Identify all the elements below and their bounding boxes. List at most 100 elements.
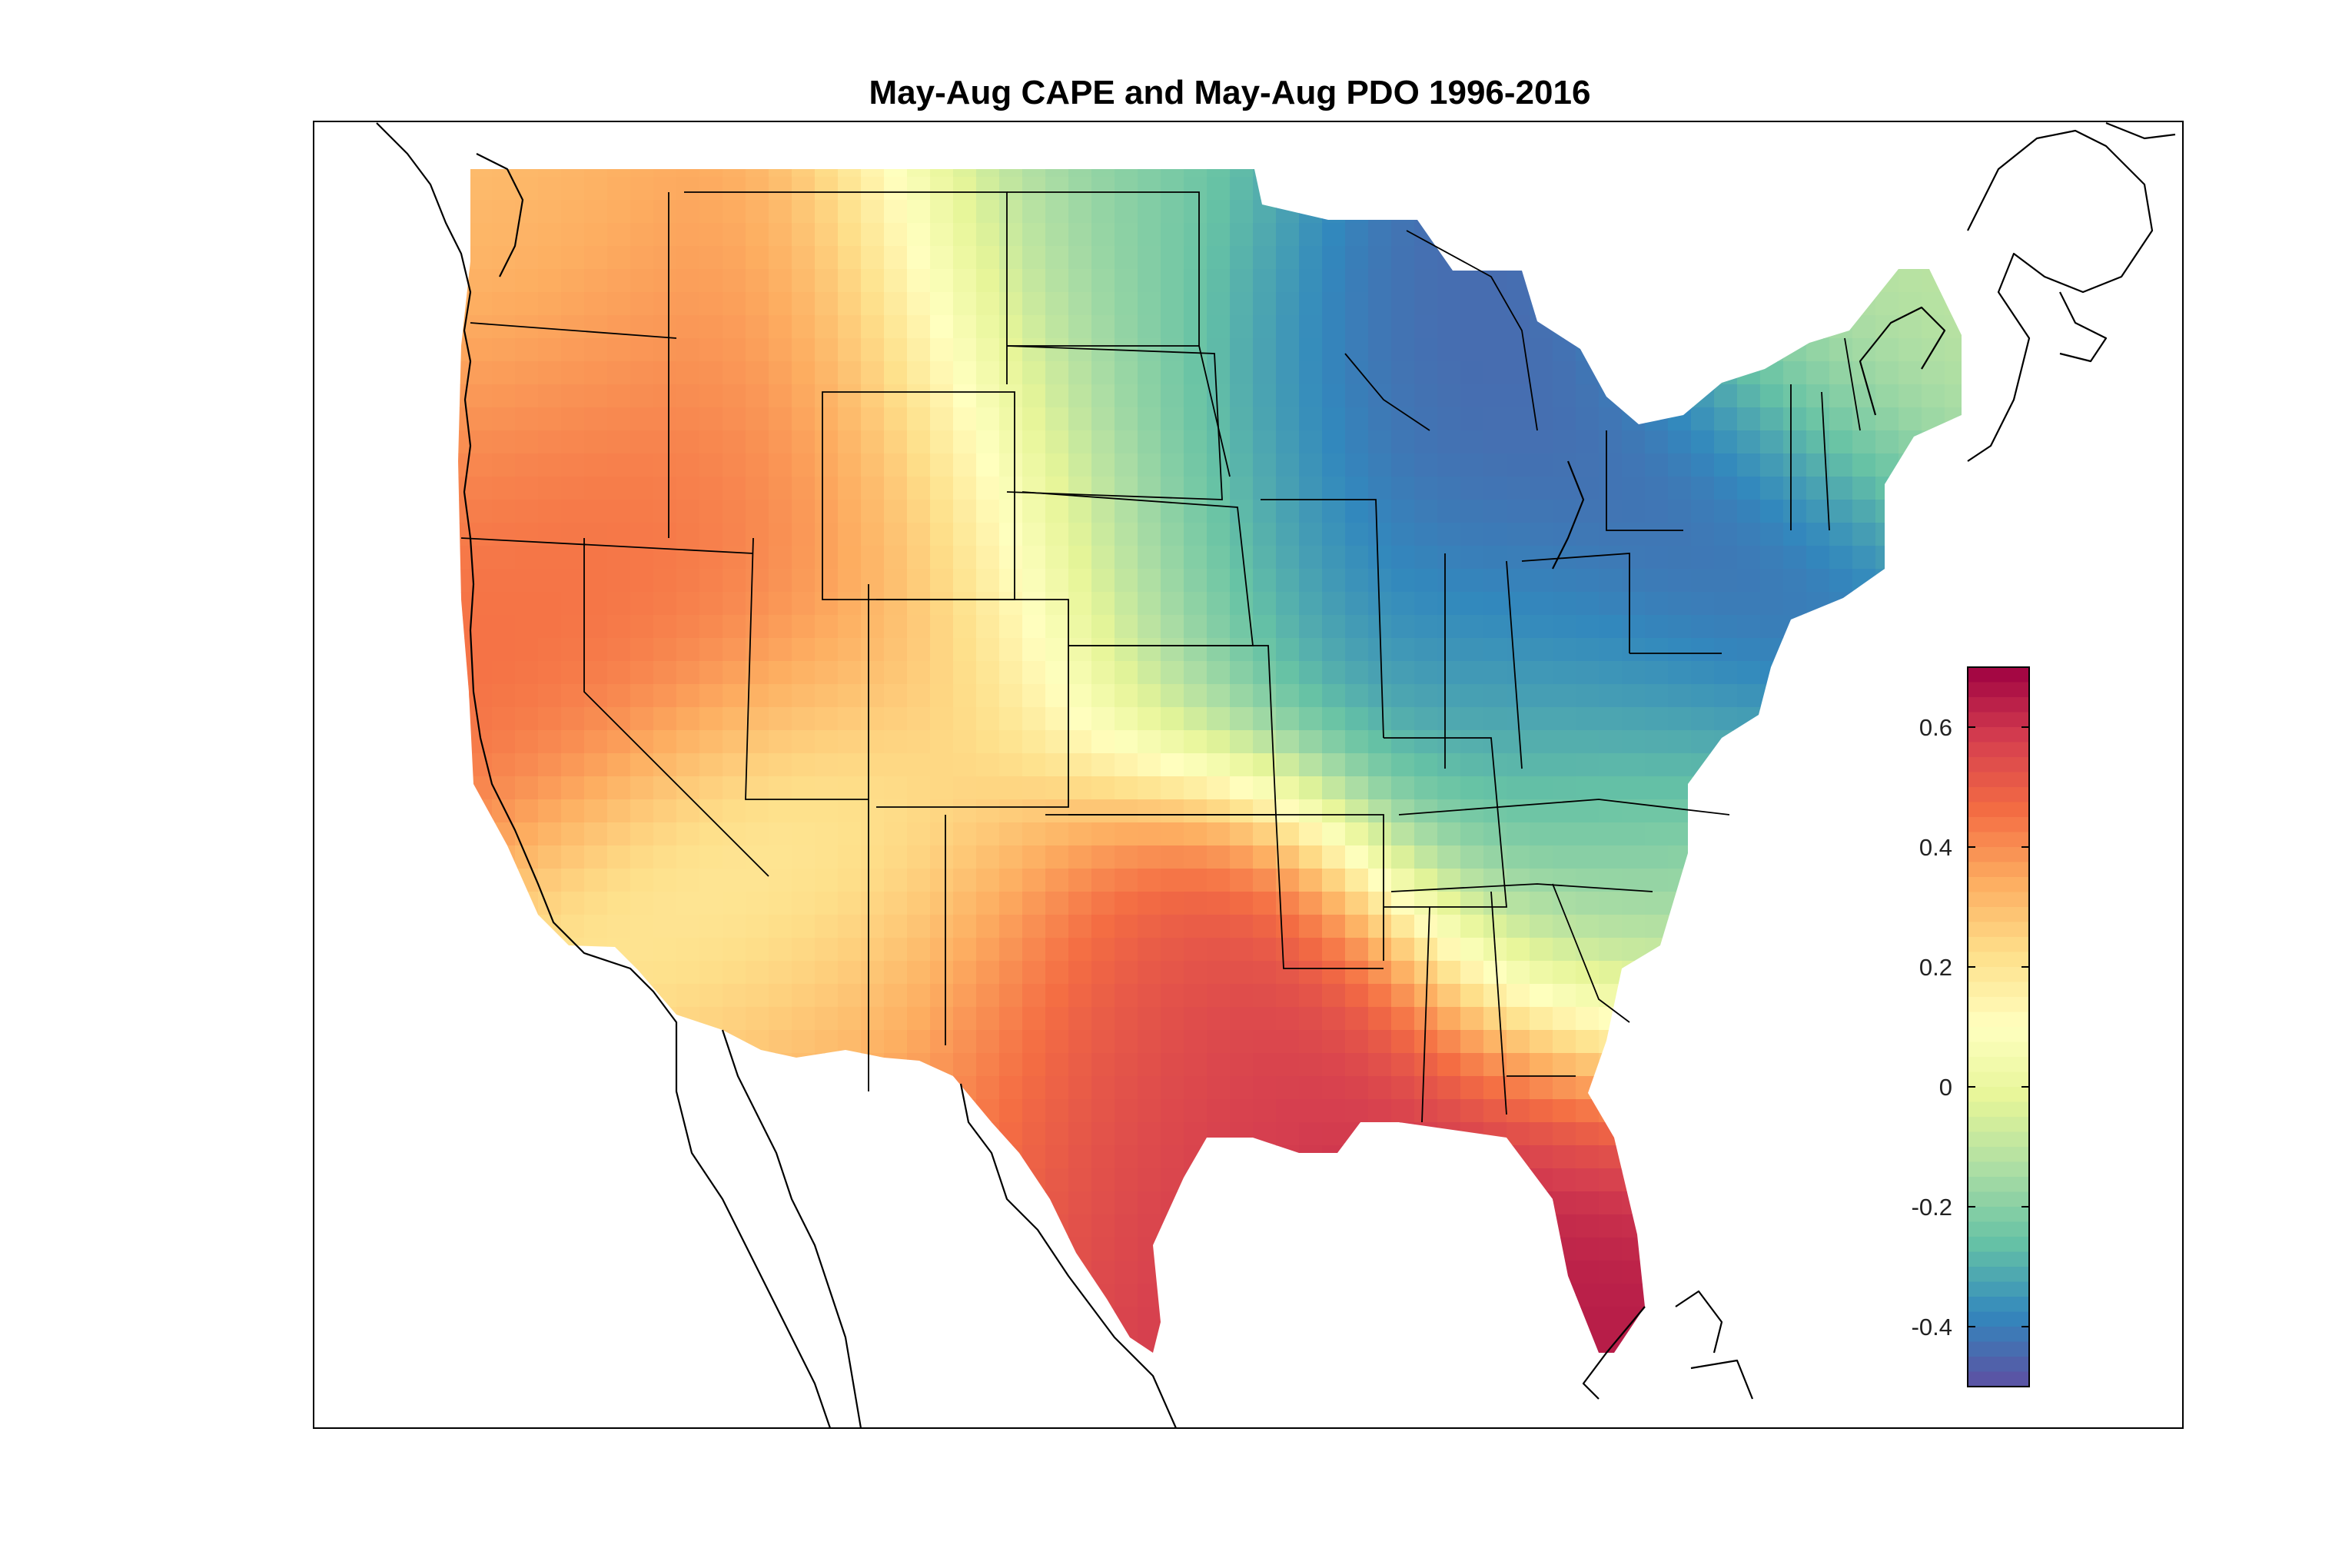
heat-cell (769, 1261, 792, 1284)
heat-cell (1645, 1353, 1669, 1377)
heat-cell (838, 592, 862, 616)
heat-cell (953, 453, 977, 477)
heat-cell (1115, 1237, 1138, 1261)
colorbar-step (1968, 1057, 2029, 1073)
heat-cell (1368, 984, 1392, 1008)
heat-cell (723, 892, 746, 915)
heat-cell (861, 1284, 885, 1307)
colorbar-step (1968, 1327, 2029, 1343)
heat-cell (607, 1053, 631, 1077)
heat-cell (930, 707, 954, 731)
heat-cell (1345, 1307, 1369, 1330)
heat-cell (1253, 384, 1277, 408)
heat-cell (792, 822, 816, 846)
heat-cell (584, 822, 608, 846)
heat-cell (1483, 1030, 1507, 1054)
heat-cell (769, 684, 792, 708)
heat-cell (1530, 292, 1553, 316)
heat-cell (469, 269, 493, 293)
heat-cell (1576, 384, 1600, 408)
heat-cell (1599, 453, 1623, 477)
heat-cell (1852, 845, 1876, 869)
heat-cell (769, 1076, 792, 1100)
heat-cell (1299, 169, 1323, 178)
heat-cell (815, 799, 839, 823)
heat-cell (1230, 730, 1254, 754)
heat-cell (1391, 453, 1415, 477)
heat-cell (469, 1261, 493, 1284)
heat-cell (1207, 661, 1231, 685)
heat-cell (1045, 246, 1069, 270)
heat-cell (1368, 1214, 1392, 1238)
heat-cell (653, 822, 677, 846)
heat-cell (1414, 523, 1438, 546)
heat-cell (953, 223, 977, 247)
heat-cell (1483, 1191, 1507, 1215)
heat-cell (469, 984, 493, 1008)
heat-cell (699, 638, 723, 662)
heat-cell (1599, 1007, 1623, 1031)
heat-cell (1852, 776, 1876, 800)
heat-cell (1599, 361, 1623, 385)
heat-cell (1138, 1053, 1161, 1077)
heat-cell (630, 1330, 654, 1353)
heat-cell (1207, 984, 1231, 1008)
heat-cell (1945, 546, 1962, 570)
heat-cell (884, 753, 908, 777)
heat-cell (1829, 661, 1853, 685)
heat-cell (515, 730, 539, 754)
heat-cell (1599, 776, 1623, 800)
heat-cell (1460, 546, 1484, 570)
heat-cell (1668, 1237, 1692, 1261)
heat-cell (1322, 169, 1346, 178)
heat-cell (861, 269, 885, 293)
heat-cell (1599, 892, 1623, 915)
heat-cell (1115, 1076, 1138, 1100)
heat-cell (1760, 338, 1784, 362)
heat-cell (861, 1307, 885, 1330)
heat-cell (1507, 477, 1530, 500)
heat-cell (492, 961, 516, 985)
heat-cell (1460, 1053, 1484, 1077)
heat-cell (1045, 684, 1069, 708)
heat-cell (1875, 246, 1899, 270)
heat-cell (1576, 638, 1600, 662)
heat-cell (653, 361, 677, 385)
heat-cell (1322, 730, 1346, 754)
heat-cell (1922, 615, 1945, 639)
heat-cell (1322, 1191, 1346, 1215)
heat-cell (1530, 453, 1553, 477)
heat-cell (1184, 845, 1208, 869)
heat-cell (723, 1122, 746, 1146)
heat-cell (1253, 822, 1277, 846)
heat-cell (953, 1191, 977, 1215)
heat-cell (769, 961, 792, 985)
heat-cell (1899, 1076, 1922, 1100)
heat-cell (976, 407, 1000, 431)
heat-cell (1553, 592, 1576, 616)
heat-cell (723, 592, 746, 616)
heat-cell (907, 200, 931, 224)
heat-cell (1253, 1191, 1277, 1215)
heat-cell (792, 1237, 816, 1261)
heat-cell (1414, 500, 1438, 523)
heat-cell (1068, 1237, 1092, 1261)
heat-cell (1068, 1053, 1092, 1077)
heat-cell (1184, 430, 1208, 454)
heat-cell (1507, 1261, 1530, 1284)
heat-cell (769, 523, 792, 546)
heat-cell (1507, 1053, 1530, 1077)
heat-cell (1599, 661, 1623, 685)
heat-cell (1230, 169, 1254, 178)
heat-cell (815, 500, 839, 523)
heat-cell (907, 292, 931, 316)
heat-cell (907, 384, 931, 408)
heat-cell (999, 500, 1023, 523)
heat-cell (1391, 1076, 1415, 1100)
heat-cell (1645, 315, 1669, 339)
heat-cell (769, 822, 792, 846)
heat-cell (1691, 615, 1715, 639)
heat-cell (723, 269, 746, 293)
heat-cell (976, 315, 1000, 339)
heat-cell (1714, 1237, 1738, 1261)
